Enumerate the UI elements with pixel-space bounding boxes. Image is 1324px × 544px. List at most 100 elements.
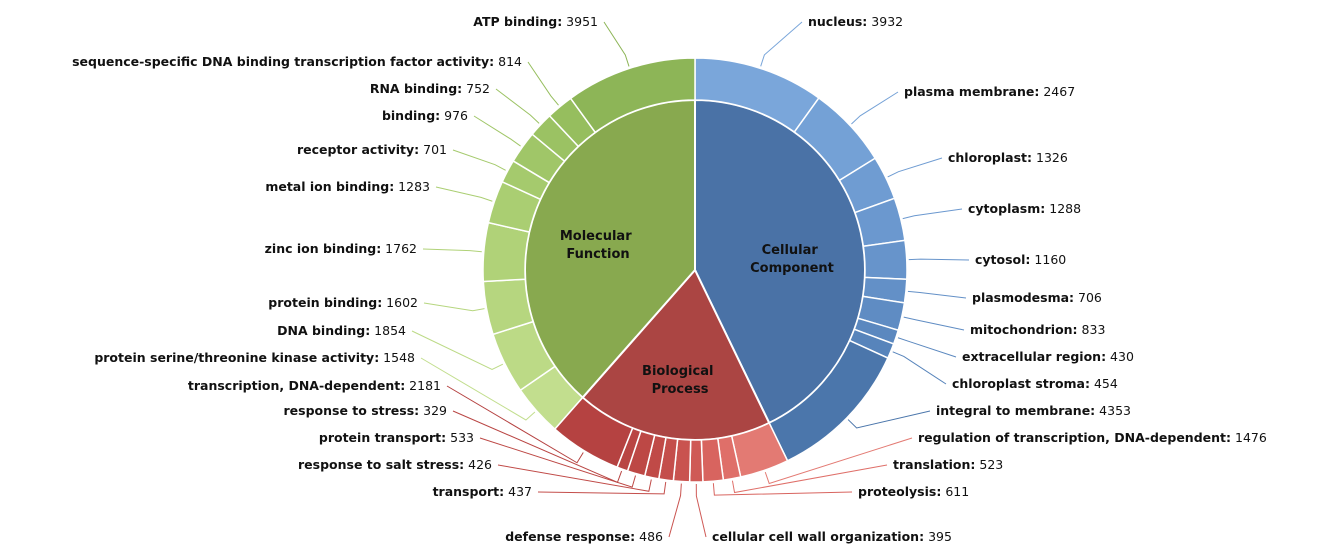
label-name: transport: [433, 484, 505, 499]
segment-label: plasma membrane: 2467 [904, 84, 1075, 99]
labels: nucleus: 3932 plasma membrane: 2467 chloro… [72, 14, 1267, 544]
label-name: response to stress: [284, 403, 420, 418]
label-value: 1762 [381, 241, 417, 256]
label-name: integral to membrane: [936, 403, 1095, 418]
outer-segment [482, 221, 531, 283]
label-value: 1283 [394, 179, 430, 194]
label-value: 329 [419, 403, 447, 418]
leader-line [422, 248, 482, 253]
label-value: 454 [1090, 376, 1118, 391]
segment-label: sequence-specific DNA binding transcript… [72, 54, 522, 69]
segment-label: transport: 437 [433, 484, 532, 499]
segment-label: mitochondrion: 833 [970, 322, 1105, 337]
label-name: chloroplast: [948, 150, 1032, 165]
segment-label: protein transport: 533 [319, 430, 474, 445]
label-name: protein binding: [268, 295, 382, 310]
leader-line [495, 88, 540, 124]
outer-ring [482, 57, 908, 483]
group-label: Molecular Function [560, 229, 636, 262]
label-name: RNA binding: [370, 81, 462, 96]
label-name: nucleus: [808, 14, 867, 29]
leader-line [668, 483, 682, 538]
outer-segment [862, 239, 908, 281]
label-name: binding: [382, 108, 440, 123]
leader-line [760, 21, 803, 67]
segment-label: metal ion binding: 1283 [265, 179, 430, 194]
inner-ring [524, 98, 866, 441]
label-name: ATP binding: [473, 14, 562, 29]
outer-segment [569, 57, 696, 134]
leader-line [897, 337, 957, 358]
segment-label: response to stress: 329 [284, 403, 448, 418]
leader-line [423, 302, 485, 312]
segment-label: translation: 523 [893, 457, 1003, 472]
label-value: 523 [975, 457, 1003, 472]
segment-label: response to salt stress: 426 [298, 457, 492, 472]
segment-label: defense response: 486 [505, 529, 663, 544]
segment-label: extracellular region: 430 [962, 349, 1134, 364]
label-value: 533 [446, 430, 474, 445]
leader-line [527, 61, 559, 106]
label-name: protein serine/threonine kinase activity… [94, 350, 379, 365]
label-value: 395 [924, 529, 952, 544]
segment-label: integral to membrane: 4353 [936, 403, 1131, 418]
segment-label: RNA binding: 752 [370, 81, 490, 96]
label-name: chloroplast stroma: [952, 376, 1090, 391]
label-value: 437 [504, 484, 532, 499]
label-name: defense response: [505, 529, 635, 544]
label-name: plasma membrane: [904, 84, 1039, 99]
leader-line [452, 410, 623, 483]
leader-line [435, 186, 493, 202]
label-value: 430 [1106, 349, 1134, 364]
leader-line [603, 21, 630, 67]
label-value: 1326 [1032, 150, 1068, 165]
segment-label: transcription, DNA-dependent: 2181 [188, 378, 441, 393]
leader-line [695, 483, 707, 538]
label-value: 426 [464, 457, 492, 472]
leader-line [908, 258, 970, 261]
label-name: transcription, DNA-dependent: [188, 378, 405, 393]
label-value: 701 [419, 142, 447, 157]
leader-line [473, 115, 521, 147]
label-value: 3932 [867, 14, 903, 29]
label-value: 3951 [562, 14, 598, 29]
label-name: zinc ion binding: [265, 241, 382, 256]
leader-line [452, 149, 506, 171]
segment-label: chloroplast: 1326 [948, 150, 1068, 165]
group-label: Cellular Component [750, 243, 834, 276]
leader-line [764, 437, 913, 485]
leader-line [902, 208, 963, 220]
leader-line [712, 483, 853, 496]
label-value: 611 [941, 484, 969, 499]
segment-label: cytosol: 1160 [975, 252, 1066, 267]
group-label: Biological Process [642, 364, 718, 397]
segment-label: zinc ion binding: 1762 [265, 241, 417, 256]
label-name: metal ion binding: [265, 179, 394, 194]
leader-line [851, 91, 899, 125]
segment-label: plasmodesma: 706 [972, 290, 1102, 305]
label-value: 486 [635, 529, 663, 544]
group-label-line: Function [566, 247, 629, 262]
label-name: DNA binding: [277, 323, 370, 338]
leader-line [907, 290, 967, 299]
leader-line [446, 385, 584, 464]
segment-label: nucleus: 3932 [808, 14, 903, 29]
segment-label: cellular cell wall organization: 395 [712, 529, 952, 544]
leader-line [420, 357, 536, 421]
label-value: 1602 [382, 295, 418, 310]
segment-label: protein binding: 1602 [268, 295, 418, 310]
segment-label: regulation of transcription, DNA-depende… [918, 430, 1267, 445]
segment-label: binding: 976 [382, 108, 468, 123]
leader-line [537, 481, 667, 495]
label-name: response to salt stress: [298, 457, 464, 472]
label-value: 2181 [405, 378, 441, 393]
label-name: proteolysis: [858, 484, 941, 499]
label-value: 2467 [1039, 84, 1075, 99]
leader-line [479, 437, 636, 488]
leader-line [903, 316, 965, 331]
label-value: 1476 [1231, 430, 1267, 445]
label-value: 1288 [1045, 201, 1081, 216]
label-name: sequence-specific DNA binding transcript… [72, 54, 494, 69]
label-value: 1160 [1030, 252, 1066, 267]
leader-line [847, 410, 931, 429]
